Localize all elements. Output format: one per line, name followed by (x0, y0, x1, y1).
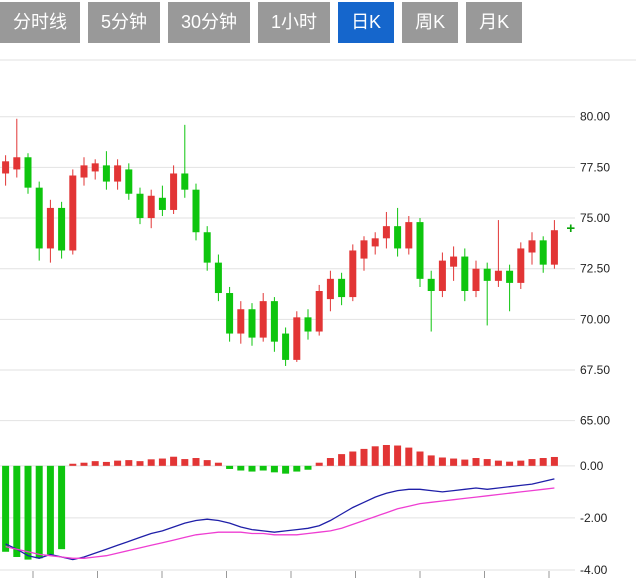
tab-weekly-k[interactable]: 周K (402, 2, 459, 43)
candle-body (539, 240, 547, 265)
candle-body (58, 207, 66, 251)
candle-body (472, 268, 480, 291)
candle-body (91, 163, 99, 172)
price-axis-label: 80.00 (580, 110, 610, 124)
macd-axis-label: -4.00 (580, 563, 608, 577)
candle-body (2, 161, 10, 174)
candle-body (214, 262, 222, 294)
current-price-marker: + (566, 220, 575, 237)
price-axis-label: 67.50 (580, 363, 610, 377)
candle-body (136, 193, 144, 219)
candle-body (13, 157, 21, 170)
candle-body (259, 301, 267, 338)
candle-body (226, 293, 234, 334)
candle-body (147, 195, 155, 219)
candle-body (517, 248, 525, 283)
timeframe-tabbar: 分时线 5分钟 30分钟 1小时 日K 周K 月K (0, 0, 636, 45)
candle-body (125, 169, 133, 194)
kline-chart-canvas[interactable]: 80.00 77.50 75.00 72.50 70.00 67.50 65.00 0.00 -… (0, 45, 636, 579)
tab-daily-k[interactable]: 日K (338, 2, 395, 43)
candle-body (416, 222, 424, 279)
x-axis-ticks (32, 571, 550, 578)
candle-body (338, 278, 346, 298)
macd-axis-label: -2.00 (580, 511, 608, 525)
candle-body (304, 317, 312, 332)
candle-body (494, 270, 502, 281)
tab-monthly-k[interactable]: 月K (466, 2, 523, 43)
candlesticks (2, 118, 558, 366)
candle-body (360, 240, 368, 259)
candle-body (248, 309, 256, 338)
price-gridlines (0, 116, 575, 422)
candle-body (405, 222, 413, 249)
candle-body (550, 230, 558, 265)
tab-5min[interactable]: 5分钟 (88, 2, 161, 43)
candle-body (46, 207, 54, 249)
candle-body (293, 317, 301, 360)
candle-body (371, 238, 379, 247)
candle-body (237, 309, 245, 334)
candle-body (69, 175, 77, 251)
candle-body (203, 232, 211, 263)
candle-body (349, 250, 357, 298)
macd-slow-line (5, 487, 555, 559)
price-axis-label: 75.00 (580, 211, 610, 225)
tab-30min[interactable]: 30分钟 (168, 2, 251, 43)
candle-body (315, 291, 323, 332)
price-axis-label: 65.00 (580, 414, 610, 428)
price-axis-label: 72.50 (580, 262, 610, 276)
candle-body (382, 226, 390, 239)
candle-body (35, 187, 43, 249)
macd-axis-labels: 0.00 -2.00 -4.00 (580, 459, 608, 577)
candle-body (394, 226, 402, 249)
candle-body (102, 165, 110, 182)
price-axis-label: 77.50 (580, 160, 610, 174)
candle-body (80, 165, 88, 178)
tab-time-line[interactable]: 分时线 (0, 2, 80, 43)
candle-body (181, 173, 189, 190)
candle-body (450, 256, 458, 267)
candle-body (24, 157, 32, 188)
price-axis-labels: 80.00 77.50 75.00 72.50 70.00 67.50 65.00 (580, 110, 610, 428)
candle-body (506, 270, 514, 283)
macd-histogram (2, 445, 558, 560)
candle-body (270, 301, 278, 342)
candle-body (427, 278, 435, 291)
candle-body (114, 165, 122, 182)
price-axis-label: 70.00 (580, 312, 610, 326)
chart-area[interactable]: 80.00 77.50 75.00 72.50 70.00 67.50 65.00 0.00 -… (0, 45, 636, 579)
candle-body (158, 197, 166, 210)
candle-body (326, 278, 334, 300)
candle-body (483, 268, 491, 281)
macd-fast-line (5, 478, 555, 561)
candle-body (170, 173, 178, 210)
tab-1hour[interactable]: 1小时 (258, 2, 331, 43)
candle-body (528, 240, 536, 253)
macd-gridlines (0, 465, 575, 571)
candle-body (282, 333, 290, 360)
macd-axis-label: 0.00 (580, 459, 604, 473)
candle-body (438, 260, 446, 291)
candle-body (461, 256, 469, 291)
candle-body (192, 189, 200, 233)
